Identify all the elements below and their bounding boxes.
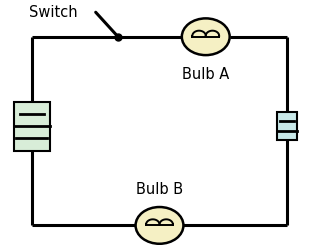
Text: Switch: Switch <box>29 5 77 20</box>
Circle shape <box>136 207 183 244</box>
Circle shape <box>182 18 230 55</box>
Bar <box>277 112 298 140</box>
Bar <box>13 102 50 151</box>
Text: Bulb B: Bulb B <box>136 182 183 197</box>
Text: Bulb A: Bulb A <box>182 67 229 82</box>
